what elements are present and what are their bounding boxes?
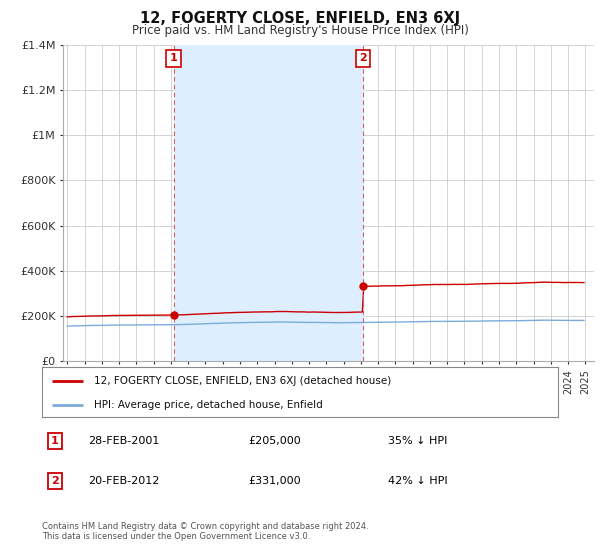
Text: This data is licensed under the Open Government Licence v3.0.: This data is licensed under the Open Gov…: [42, 532, 310, 541]
Text: 12, FOGERTY CLOSE, ENFIELD, EN3 6XJ (detached house): 12, FOGERTY CLOSE, ENFIELD, EN3 6XJ (det…: [94, 376, 391, 386]
Text: 1: 1: [170, 53, 178, 63]
Text: 12, FOGERTY CLOSE, ENFIELD, EN3 6XJ: 12, FOGERTY CLOSE, ENFIELD, EN3 6XJ: [140, 11, 460, 26]
Text: 20-FEB-2012: 20-FEB-2012: [88, 476, 160, 486]
Text: 2: 2: [51, 476, 59, 486]
Text: 42% ↓ HPI: 42% ↓ HPI: [388, 476, 448, 486]
Text: £205,000: £205,000: [248, 436, 301, 446]
Text: HPI: Average price, detached house, Enfield: HPI: Average price, detached house, Enfi…: [94, 400, 322, 409]
Text: 1: 1: [51, 436, 59, 446]
Text: 35% ↓ HPI: 35% ↓ HPI: [388, 436, 447, 446]
Text: Price paid vs. HM Land Registry's House Price Index (HPI): Price paid vs. HM Land Registry's House …: [131, 24, 469, 36]
Text: £331,000: £331,000: [248, 476, 301, 486]
Text: 28-FEB-2001: 28-FEB-2001: [88, 436, 160, 446]
Bar: [173, 45, 363, 361]
Text: Contains HM Land Registry data © Crown copyright and database right 2024.: Contains HM Land Registry data © Crown c…: [42, 522, 368, 531]
Text: 2: 2: [359, 53, 367, 63]
